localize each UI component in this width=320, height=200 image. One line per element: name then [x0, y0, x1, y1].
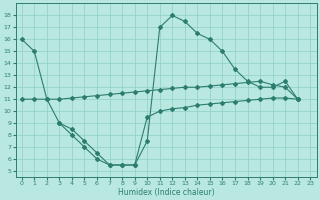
X-axis label: Humidex (Indice chaleur): Humidex (Indice chaleur)	[118, 188, 214, 197]
